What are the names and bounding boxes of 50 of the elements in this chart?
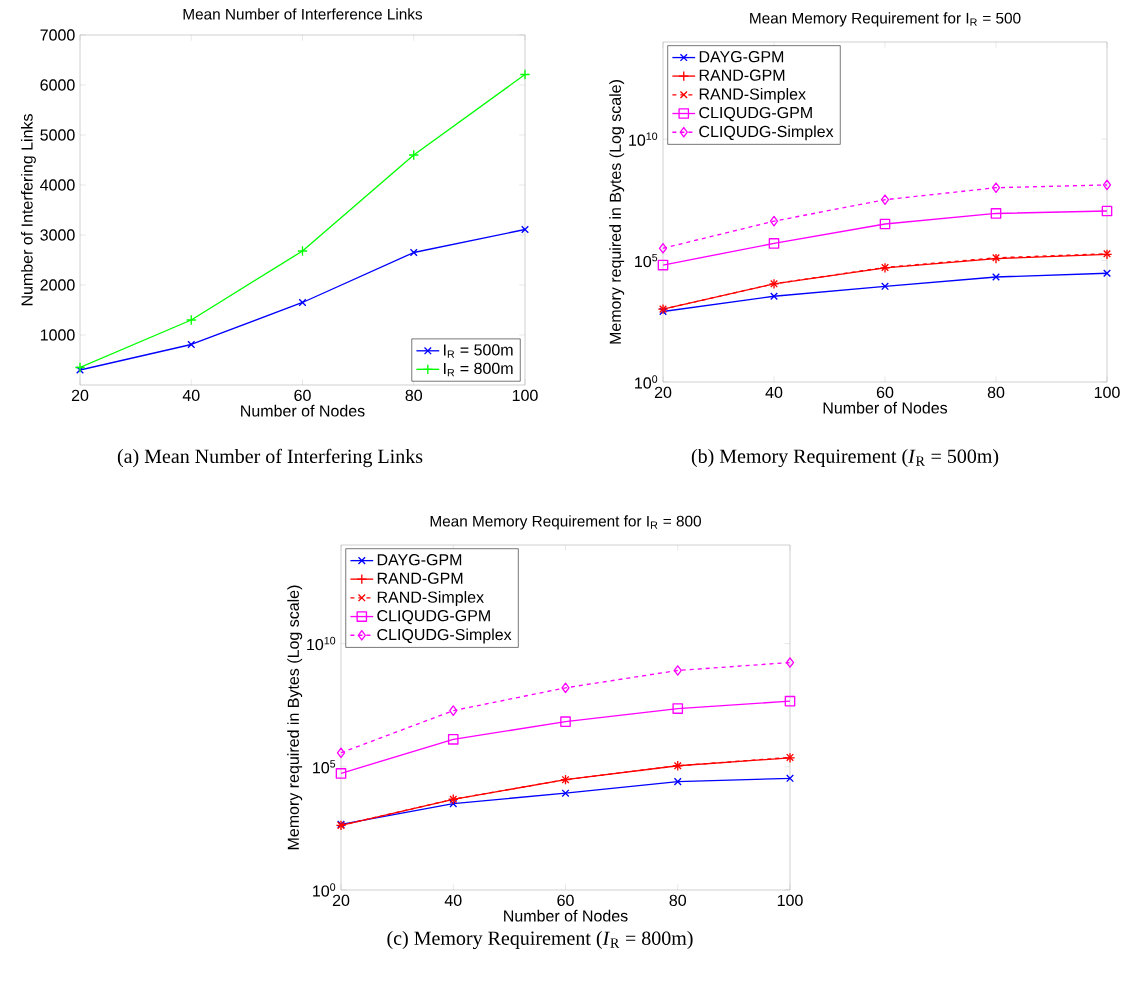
legend-label: I$_{R}$ = 800m (444, 362, 513, 377)
x-tick-label: 40 (765, 386, 783, 399)
x-tick-label: 100 (512, 389, 538, 402)
y-axis-title: Number of Interfering Links (20, 114, 36, 306)
x-tick-label: 20 (71, 389, 89, 402)
x-tick-label: 100 (777, 894, 803, 907)
x-tick-label: 80 (669, 894, 687, 907)
chart-title: Mean Number of Interference Links (183, 8, 423, 20)
x-tick-label: 40 (444, 894, 462, 907)
x-tick-label: 60 (876, 386, 894, 399)
legend-label: I$_{R}$ = 500m (444, 344, 513, 358)
text: (a) Mean Number of Interfering Links (117, 448, 423, 468)
x-tick-label: 40 (182, 389, 200, 402)
y-tick-label: 3000 (40, 229, 75, 241)
y-tick-label: 6000 (40, 79, 75, 91)
x-tick-label: 20 (332, 894, 350, 907)
y-tick-label: 10$^{5}$ (635, 253, 658, 268)
x-axis-title: Number of Nodes (504, 909, 628, 922)
legend-label: DAYG-GPM (377, 554, 462, 566)
legend-label: RAND-GPM (699, 69, 785, 81)
legend-label: CLIQUDG-Simplex (699, 125, 834, 141)
x-axis-title: Number of Nodes (241, 404, 365, 417)
y-tick-label: 10$^{10}$ (629, 132, 658, 146)
text: (c) Memory Requirement (I$_{R}$ = 800m) (387, 930, 693, 950)
text: (b) Memory Requirement (I$_{R}$ = 500m) (691, 448, 999, 468)
x-tick-label: 20 (654, 386, 672, 399)
y-tick-label: 2000 (40, 279, 75, 291)
y-tick-label: 7000 (40, 29, 75, 41)
legend-label: CLIQUDG-Simplex (377, 628, 512, 644)
y-tick-label: 5000 (40, 129, 75, 141)
x-tick-label: 100 (1094, 386, 1120, 399)
y-tick-label: 10$^{5}$ (313, 760, 336, 774)
legend-label: RAND-GPM (377, 572, 463, 584)
y-axis-title: Memory required in Bytes (Log scale) (609, 80, 625, 344)
legend-label: CLIQUDG-GPM (699, 106, 812, 122)
x-axis-title: Number of Nodes (823, 401, 948, 414)
x-tick-label: 80 (987, 386, 1005, 399)
y-axis-title: Memory required in Bytes (Log scale) (287, 585, 303, 850)
chart-title: Mean Memory Requirement for I$_{R}$ = 800 (430, 515, 701, 530)
legend-label: DAYG-GPM (699, 50, 784, 63)
y-tick-label: 10$^{10}$ (307, 636, 336, 651)
x-tick-label: 60 (294, 389, 311, 402)
y-tick-label: 1000 (40, 329, 75, 341)
x-tick-label: 80 (405, 389, 423, 402)
legend-label: RAND-Simplex (377, 591, 484, 606)
x-tick-label: 60 (557, 894, 574, 907)
chart-title: Mean Memory Requirement for I$_{R}$ = 500 (750, 12, 1021, 27)
legend-label: RAND-Simplex (699, 88, 806, 103)
y-tick-label: 4000 (40, 179, 75, 191)
legend-label: CLIQUDG-GPM (377, 609, 490, 625)
